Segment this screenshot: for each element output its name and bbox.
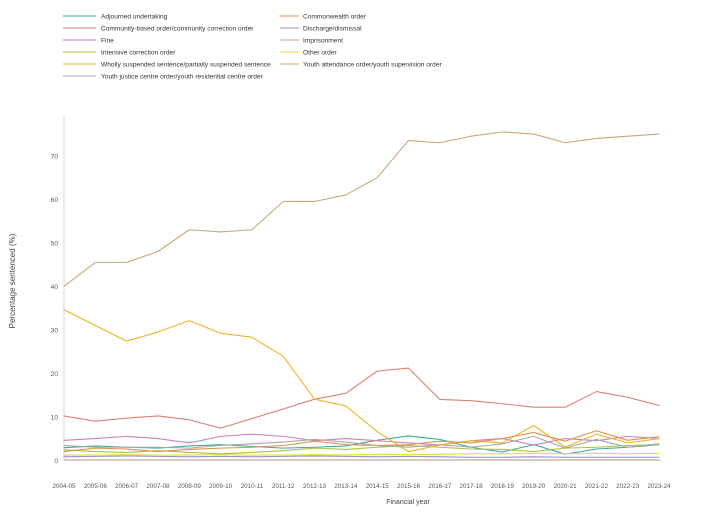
svg-text:2018-19: 2018-19 (491, 483, 515, 490)
svg-text:Percentage sentenced (%): Percentage sentenced (%) (8, 233, 17, 328)
svg-text:2007-08: 2007-08 (146, 483, 170, 490)
svg-text:Adjourned undertaking: Adjourned undertaking (101, 13, 168, 20)
svg-text:Other order: Other order (303, 49, 338, 56)
svg-text:2021-22: 2021-22 (585, 483, 609, 490)
svg-text:20: 20 (51, 371, 59, 378)
svg-text:Fine: Fine (101, 37, 114, 44)
svg-text:50: 50 (51, 241, 59, 248)
svg-text:Wholly suspended sentence/part: Wholly suspended sentence/partially susp… (101, 61, 271, 68)
svg-text:2011-12: 2011-12 (272, 483, 295, 490)
svg-text:2019-20: 2019-20 (522, 483, 546, 490)
svg-text:2012-13: 2012-13 (303, 483, 327, 490)
svg-text:10: 10 (51, 415, 59, 422)
svg-text:2009-10: 2009-10 (209, 483, 233, 490)
svg-text:2014-15: 2014-15 (366, 483, 390, 490)
svg-text:2008-09: 2008-09 (178, 483, 202, 490)
svg-text:2023-24: 2023-24 (647, 483, 671, 490)
svg-text:2020-21: 2020-21 (554, 483, 578, 490)
svg-text:2010-11: 2010-11 (241, 483, 264, 490)
svg-text:Imprisonment: Imprisonment (303, 37, 343, 44)
svg-text:2013-14: 2013-14 (334, 483, 358, 490)
svg-text:Discharge/dismissal: Discharge/dismissal (303, 25, 362, 32)
svg-text:60: 60 (51, 197, 59, 204)
svg-text:Youth justice centre order/you: Youth justice centre order/youth residen… (101, 73, 264, 80)
svg-text:40: 40 (51, 284, 59, 291)
svg-text:2016-17: 2016-17 (428, 483, 452, 490)
svg-text:2005-06: 2005-06 (84, 483, 108, 490)
svg-text:2015-16: 2015-16 (397, 483, 421, 490)
svg-text:2004-05: 2004-05 (52, 483, 76, 490)
svg-text:2017-18: 2017-18 (460, 483, 484, 490)
svg-text:Community-based order/communit: Community-based order/community correcti… (101, 25, 254, 32)
svg-text:2006-07: 2006-07 (115, 483, 139, 490)
svg-text:Youth attendance order/youth s: Youth attendance order/youth supervision… (303, 61, 442, 68)
svg-text:Commonwealth order: Commonwealth order (303, 13, 367, 20)
svg-text:2022-23: 2022-23 (616, 483, 640, 490)
svg-text:Financial year: Financial year (386, 499, 430, 506)
svg-text:Intensive correction order: Intensive correction order (101, 49, 176, 56)
svg-text:70: 70 (51, 154, 59, 161)
svg-text:0: 0 (54, 458, 58, 465)
svg-text:30: 30 (51, 328, 59, 335)
